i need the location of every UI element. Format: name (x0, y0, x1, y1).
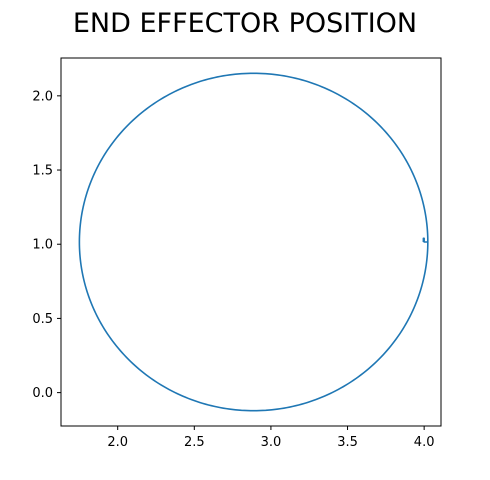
x-tick-label: 4.0 (414, 435, 435, 450)
y-tick-label: 0.0 (32, 386, 53, 401)
y-tick-label: 1.0 (32, 238, 53, 253)
y-tick-label: 0.5 (32, 312, 53, 327)
y-axis: 0.0 0.5 1.0 1.5 2.0 (32, 89, 61, 401)
y-tick-label: 2.0 (32, 89, 53, 104)
y-tick-label: 1.5 (32, 164, 53, 179)
series-layer (78, 72, 429, 412)
x-axis: 2.0 2.5 3.0 3.5 4.0 (107, 426, 434, 450)
x-tick-label: 2.5 (184, 435, 205, 450)
plot-area (61, 58, 441, 426)
trajectory-line (78, 72, 429, 412)
x-tick-label: 3.0 (261, 435, 282, 450)
x-tick-label: 3.5 (337, 435, 358, 450)
x-tick-label: 2.0 (107, 435, 128, 450)
chart-title: END EFFECTOR POSITION (73, 8, 417, 39)
plot-frame (60, 57, 442, 427)
